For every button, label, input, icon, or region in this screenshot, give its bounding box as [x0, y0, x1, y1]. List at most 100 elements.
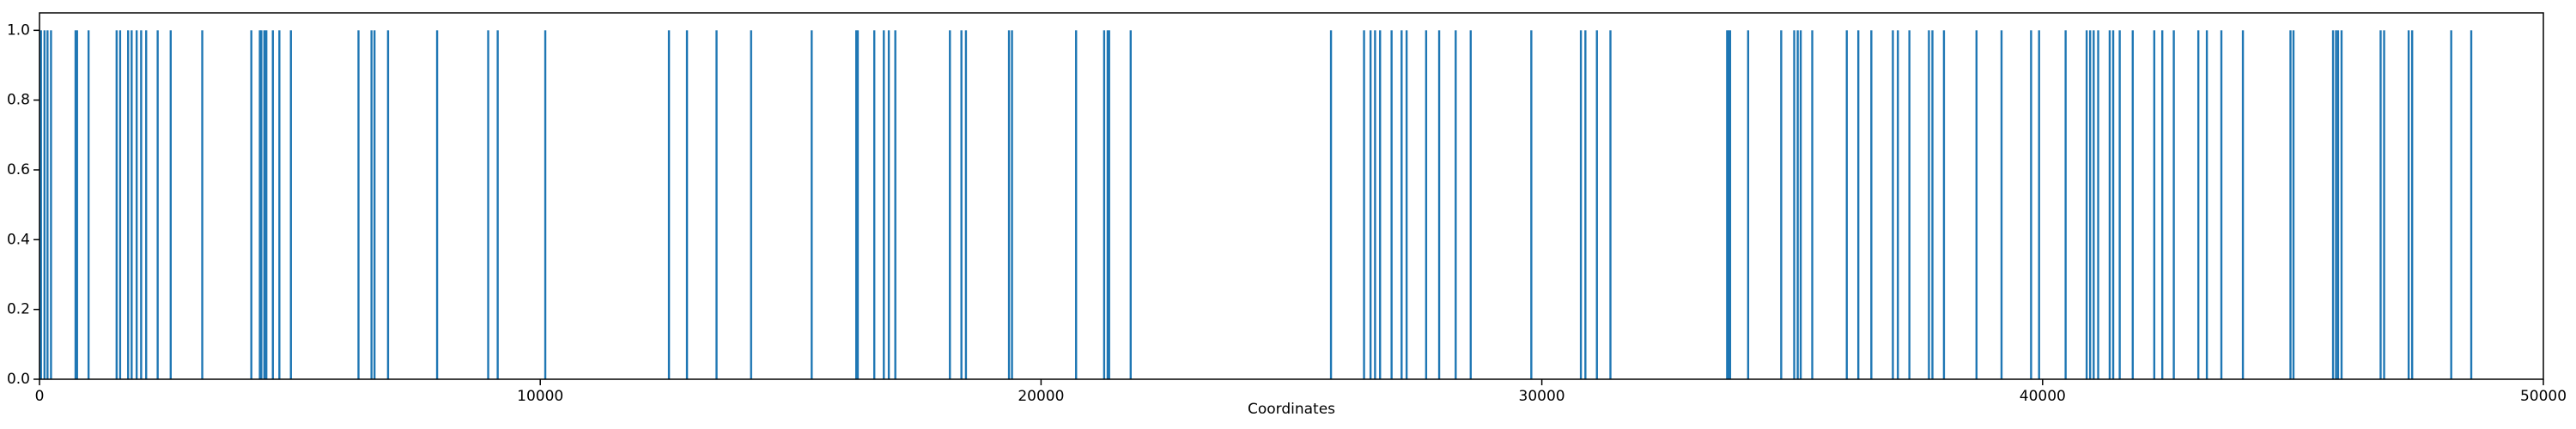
bar: [115, 30, 118, 379]
bar: [2097, 30, 2099, 379]
bar: [883, 30, 885, 379]
bar: [258, 30, 261, 379]
bar: [435, 30, 439, 379]
bar: [1400, 30, 1403, 379]
bar: [357, 30, 360, 379]
bar: [2160, 30, 2164, 379]
bar: [856, 30, 860, 379]
bar: [960, 30, 963, 379]
bar: [1405, 30, 1408, 379]
x-tick-label: 10000: [517, 388, 563, 405]
bar: [1908, 30, 1911, 379]
bar: [2000, 30, 2003, 379]
bar: [2205, 30, 2208, 379]
bar: [1747, 30, 1750, 379]
bar: [667, 30, 671, 379]
bar: [1609, 30, 1612, 379]
bar: [264, 30, 268, 379]
bar: [1075, 30, 1078, 379]
bar: [1530, 30, 1533, 379]
bar: [854, 30, 858, 379]
bar: [1108, 30, 1110, 379]
bar: [1390, 30, 1393, 379]
bar: [1129, 30, 1132, 379]
bar: [2085, 30, 2088, 379]
bar: [263, 30, 266, 379]
bar: [1455, 30, 1457, 379]
bar: [2383, 30, 2385, 379]
y-tick-label: 0.4: [7, 231, 30, 248]
bar: [131, 30, 133, 379]
bar: [1363, 30, 1365, 379]
bar: [2089, 30, 2092, 379]
bar: [1469, 30, 1472, 379]
bar: [2118, 30, 2121, 379]
bar: [1796, 30, 1799, 379]
bar: [1856, 30, 1860, 379]
x-tick-label: 0: [35, 388, 45, 405]
bar: [2153, 30, 2156, 379]
y-tick-label: 0.6: [7, 161, 30, 178]
bar: [1011, 30, 1013, 379]
bar: [949, 30, 951, 379]
bar: [50, 30, 52, 379]
bar: [2131, 30, 2134, 379]
bar: [201, 30, 204, 379]
y-tick-label: 0.0: [7, 371, 30, 388]
bar: [1928, 30, 1930, 379]
bar: [685, 30, 689, 379]
bar: [1811, 30, 1814, 379]
bar: [1584, 30, 1587, 379]
bar: [87, 30, 90, 379]
x-axis-label: Coordinates: [1248, 401, 1335, 418]
bar: [370, 30, 373, 379]
bar: [278, 30, 281, 379]
bar: [1425, 30, 1428, 379]
bar: [2064, 30, 2067, 379]
bar: [2093, 30, 2095, 379]
bar: [1727, 30, 1730, 379]
bar: [127, 30, 130, 379]
bar: [2172, 30, 2175, 379]
bar: [887, 30, 890, 379]
bar: [2411, 30, 2414, 379]
bar: [964, 30, 968, 379]
bar: [2289, 30, 2292, 379]
bar: [145, 30, 148, 379]
bar: [74, 30, 77, 379]
bar: [1437, 30, 1441, 379]
bar: [135, 30, 138, 379]
x-tick-label: 40000: [2020, 388, 2066, 405]
bar: [894, 30, 896, 379]
bar: [2336, 30, 2340, 379]
y-tick-label: 1.0: [7, 21, 30, 39]
x-tick-label: 20000: [1018, 388, 1064, 405]
bar: [1870, 30, 1873, 379]
bar: [1579, 30, 1583, 379]
x-tick-label: 50000: [2520, 388, 2567, 405]
bar: [1793, 30, 1795, 379]
bar: [715, 30, 718, 379]
bar: [2220, 30, 2223, 379]
bar: [140, 30, 143, 379]
bar: [2111, 30, 2115, 379]
bar: [2292, 30, 2295, 379]
bar: [2407, 30, 2410, 379]
bar: [1103, 30, 1106, 379]
bar: [1007, 30, 1011, 379]
bar: [1780, 30, 1783, 379]
bar: [2470, 30, 2473, 379]
bar: [1726, 30, 1728, 379]
bar: [2379, 30, 2382, 379]
x-tick-label: 30000: [1519, 388, 1565, 405]
bar: [1106, 30, 1109, 379]
bar: [169, 30, 172, 379]
bar: [1931, 30, 1934, 379]
bar: [1329, 30, 1333, 379]
y-tick-label: 0.2: [7, 301, 30, 318]
bar: [118, 30, 122, 379]
bar: [496, 30, 499, 379]
bar: [1799, 30, 1802, 379]
bar: [260, 30, 263, 379]
bar: [76, 30, 78, 379]
